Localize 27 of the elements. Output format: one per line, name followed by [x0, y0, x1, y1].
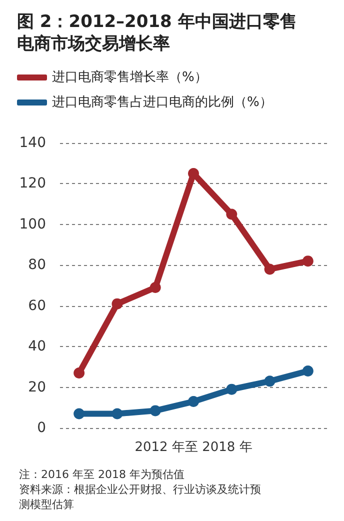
- point: [150, 282, 161, 294]
- y-tick-label: 60: [28, 298, 46, 314]
- point: [150, 405, 161, 416]
- point: [74, 408, 85, 420]
- y-tick-label: 40: [28, 338, 46, 355]
- text: 注：2016 年至 2018 年为预估值: [19, 468, 184, 481]
- point: [226, 384, 238, 395]
- y-tick-label: 120: [19, 176, 46, 192]
- legend-label: 进口电商零售占进口电商的比例（%）: [52, 95, 272, 110]
- point: [226, 208, 238, 220]
- point: [264, 264, 276, 275]
- point: [112, 298, 123, 310]
- y-tick-label: 80: [28, 257, 46, 274]
- text: 资料来源：根据企业公开财报、行业访谈及统计预测模型估算: [19, 483, 261, 511]
- y-tick-label: 100: [19, 216, 46, 232]
- chart-title: 图 2：2012–2018 年中国进口零售电商市场交易增长率: [17, 12, 297, 54]
- point: [112, 408, 123, 420]
- point: [302, 256, 314, 267]
- legend-label: 进口电商零售增长率（%）: [52, 69, 208, 85]
- point: [74, 368, 85, 379]
- point: [264, 376, 276, 387]
- point: [188, 396, 199, 408]
- x-axis-title: 2012 年至 2018 年: [134, 440, 252, 455]
- y-tick-label: 20: [28, 379, 46, 396]
- y-tick-label: 0: [37, 420, 46, 436]
- point: [302, 366, 314, 376]
- y-tick-label: 140: [19, 135, 46, 151]
